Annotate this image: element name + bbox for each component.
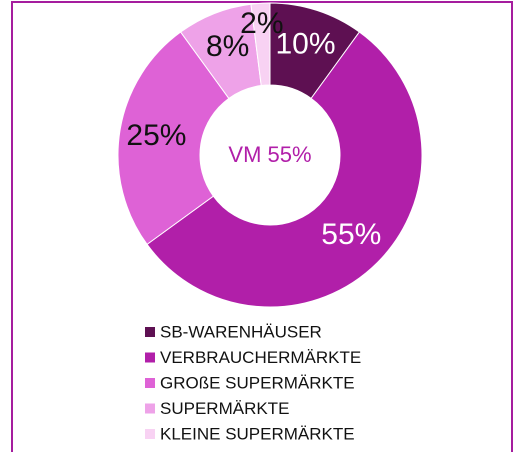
legend-swatch [145,352,155,363]
legend-label: SB-WARENHÄUSER [160,322,322,341]
value-label: 10% [276,28,336,61]
legend-label: GROßE SUPERMÄRKTE [160,373,355,392]
legend-label: KLEINE SUPERMÄRKTE [160,424,355,443]
legend-swatch [145,378,155,388]
legend-swatch [145,327,155,337]
legend-label: SUPERMÄRKTE [160,399,289,418]
value-label: 25% [126,119,186,152]
value-label: 8% [206,30,249,63]
center-label: VM 55% [228,142,311,167]
legend-label: VERBRAUCHERMÄRKTE [160,348,361,367]
legend-swatch [145,429,155,439]
donut-segment [250,2,271,87]
frame [11,1,513,452]
value-label: 2% [240,7,283,40]
value-label: 55% [321,218,381,251]
donut-segment [146,31,423,308]
legend-swatch [145,403,155,414]
donut-segment [117,31,230,246]
